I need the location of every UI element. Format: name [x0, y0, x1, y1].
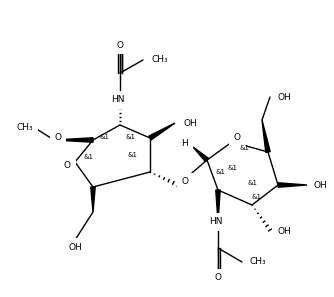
Text: O: O: [214, 274, 221, 282]
Text: &1: &1: [126, 134, 136, 140]
Text: O: O: [26, 124, 33, 132]
Text: H: H: [181, 140, 188, 148]
Text: O: O: [182, 178, 189, 187]
Text: O: O: [54, 133, 61, 143]
Text: CH₃: CH₃: [151, 56, 168, 64]
Polygon shape: [262, 120, 270, 152]
Polygon shape: [54, 138, 93, 142]
Text: &1: &1: [100, 134, 110, 140]
Polygon shape: [216, 190, 220, 222]
Text: &1: &1: [128, 152, 138, 158]
Polygon shape: [278, 183, 307, 187]
Text: OH: OH: [68, 242, 82, 252]
Text: HN: HN: [209, 217, 223, 227]
Text: &1: &1: [215, 169, 225, 175]
Text: &1: &1: [83, 154, 93, 160]
Text: OH: OH: [313, 181, 327, 189]
Text: &1: &1: [252, 194, 262, 200]
Polygon shape: [149, 123, 175, 140]
Text: &1: &1: [248, 180, 258, 186]
Polygon shape: [193, 147, 208, 162]
Text: OH: OH: [278, 92, 292, 102]
Text: &1: &1: [240, 145, 250, 151]
Text: CH₃: CH₃: [250, 257, 267, 266]
Text: O: O: [117, 40, 124, 50]
Text: OH: OH: [278, 228, 292, 236]
Text: CH₃: CH₃: [17, 124, 33, 132]
Text: OH: OH: [183, 119, 197, 127]
Text: O: O: [234, 133, 241, 143]
Text: &1: &1: [228, 165, 238, 171]
Polygon shape: [91, 187, 95, 212]
Text: HN: HN: [111, 96, 125, 105]
Text: O: O: [64, 160, 71, 170]
